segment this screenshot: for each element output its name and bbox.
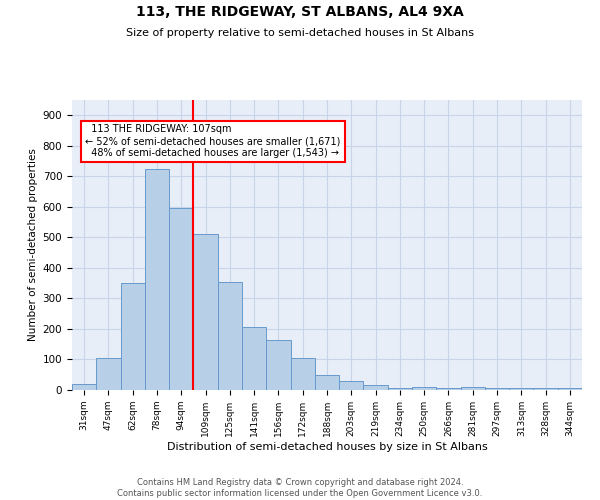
Bar: [145, 168, 169, 390]
Text: Contains HM Land Registry data © Crown copyright and database right 2024.
Contai: Contains HM Land Registry data © Crown c…: [118, 478, 482, 498]
Bar: [121, 283, 145, 390]
Bar: [436, 388, 461, 390]
Bar: [558, 388, 582, 390]
Text: 113 THE RIDGEWAY: 107sqm
← 52% of semi-detached houses are smaller (1,671)
  48%: 113 THE RIDGEWAY: 107sqm ← 52% of semi-d…: [85, 124, 341, 158]
Bar: [364, 386, 388, 390]
Bar: [266, 340, 290, 390]
Bar: [339, 381, 364, 390]
Bar: [193, 234, 218, 390]
Bar: [388, 388, 412, 390]
Y-axis label: Number of semi-detached properties: Number of semi-detached properties: [28, 148, 38, 342]
Text: 113, THE RIDGEWAY, ST ALBANS, AL4 9XA: 113, THE RIDGEWAY, ST ALBANS, AL4 9XA: [136, 5, 464, 19]
Bar: [169, 208, 193, 390]
Bar: [290, 358, 315, 390]
Text: Distribution of semi-detached houses by size in St Albans: Distribution of semi-detached houses by …: [167, 442, 487, 452]
Bar: [412, 387, 436, 390]
Bar: [242, 328, 266, 390]
Bar: [315, 374, 339, 390]
Bar: [96, 358, 121, 390]
Bar: [533, 388, 558, 390]
Bar: [72, 384, 96, 390]
Text: Size of property relative to semi-detached houses in St Albans: Size of property relative to semi-detach…: [126, 28, 474, 38]
Bar: [509, 388, 533, 390]
Bar: [461, 387, 485, 390]
Bar: [485, 388, 509, 390]
Bar: [218, 282, 242, 390]
